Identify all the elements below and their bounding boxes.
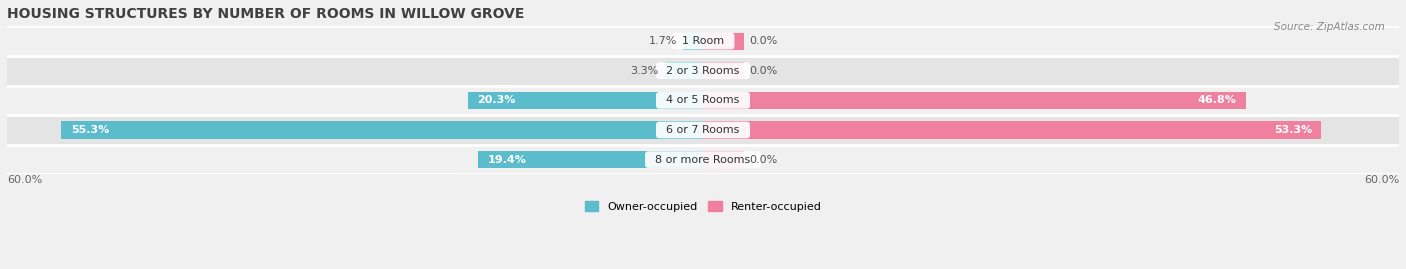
Text: 4 or 5 Rooms: 4 or 5 Rooms xyxy=(659,95,747,105)
Bar xyxy=(7,56,1399,86)
Text: 0.0%: 0.0% xyxy=(749,155,778,165)
Bar xyxy=(7,145,1399,174)
Legend: Owner-occupied, Renter-occupied: Owner-occupied, Renter-occupied xyxy=(581,197,825,216)
Bar xyxy=(665,62,703,79)
Text: 46.8%: 46.8% xyxy=(1198,95,1237,105)
Text: 2 or 3 Rooms: 2 or 3 Rooms xyxy=(659,66,747,76)
Text: 6 or 7 Rooms: 6 or 7 Rooms xyxy=(659,125,747,135)
Text: 60.0%: 60.0% xyxy=(7,175,42,185)
Bar xyxy=(703,92,1246,109)
Bar xyxy=(703,33,744,50)
Text: 55.3%: 55.3% xyxy=(70,125,110,135)
Bar xyxy=(7,115,1399,145)
Text: 53.3%: 53.3% xyxy=(1274,125,1312,135)
Text: 60.0%: 60.0% xyxy=(1364,175,1399,185)
Text: 1 Room: 1 Room xyxy=(675,36,731,46)
Bar xyxy=(62,121,703,139)
Text: Source: ZipAtlas.com: Source: ZipAtlas.com xyxy=(1274,22,1385,31)
Text: 0.0%: 0.0% xyxy=(749,36,778,46)
Bar xyxy=(7,86,1399,115)
Text: 20.3%: 20.3% xyxy=(477,95,515,105)
Bar xyxy=(478,151,703,168)
Text: 19.4%: 19.4% xyxy=(488,155,526,165)
Bar xyxy=(703,121,1322,139)
Bar xyxy=(703,62,744,79)
Text: HOUSING STRUCTURES BY NUMBER OF ROOMS IN WILLOW GROVE: HOUSING STRUCTURES BY NUMBER OF ROOMS IN… xyxy=(7,7,524,21)
Text: 1.7%: 1.7% xyxy=(650,36,678,46)
Bar xyxy=(683,33,703,50)
Bar xyxy=(468,92,703,109)
Bar xyxy=(703,151,744,168)
Text: 8 or more Rooms: 8 or more Rooms xyxy=(648,155,758,165)
Text: 0.0%: 0.0% xyxy=(749,66,778,76)
Text: 3.3%: 3.3% xyxy=(631,66,659,76)
Bar xyxy=(7,26,1399,56)
